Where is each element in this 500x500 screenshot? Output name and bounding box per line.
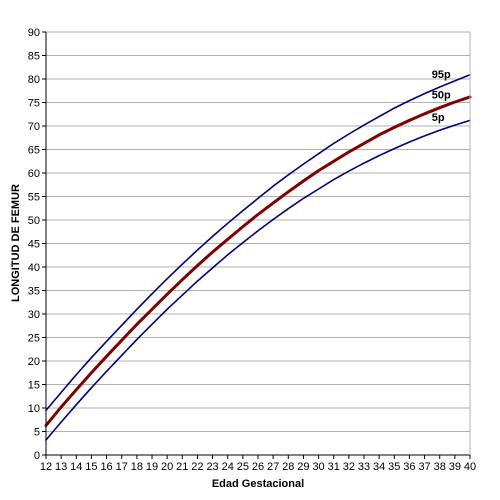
x-tick-label: 27	[267, 461, 279, 473]
y-tick-labels: 0 5 10 15 20 25 30 35 40 45 50 55 60 65 70 75 80 85 90	[28, 27, 40, 462]
x-tick-label: 37	[418, 461, 430, 473]
x-tick-label: 36	[403, 461, 415, 473]
y-tick-label: 10	[28, 403, 40, 415]
series-line-95p	[45, 74, 471, 412]
axes	[42, 31, 471, 459]
x-tick-label: 29	[297, 461, 309, 473]
x-tick-label: 25	[237, 461, 249, 473]
x-tick-label: 18	[131, 461, 143, 473]
y-tick-label: 5	[34, 427, 40, 439]
x-tick-label: 24	[222, 461, 234, 473]
y-tick-label: 80	[28, 74, 40, 86]
y-tick-label: 90	[28, 27, 40, 39]
y-tick-label: 45	[28, 239, 40, 251]
x-tick-label: 31	[328, 461, 340, 473]
x-tick-label: 21	[176, 461, 188, 473]
y-tick-label: 75	[28, 98, 40, 110]
x-tick-label: 40	[464, 461, 476, 473]
x-tick-label: 17	[116, 461, 128, 473]
x-tick-label: 32	[343, 461, 355, 473]
x-tick-label: 33	[358, 461, 370, 473]
x-tick-label: 12	[40, 461, 52, 473]
series-label-5p: 5p	[432, 112, 445, 124]
x-tick-label: 19	[146, 461, 158, 473]
y-tick-label: 30	[28, 309, 40, 321]
x-tick-label: 38	[434, 461, 446, 473]
y-tick-label: 15	[28, 380, 40, 392]
y-tick-label: 55	[28, 192, 40, 204]
x-tick-label: 30	[312, 461, 324, 473]
x-tick-label: 22	[191, 461, 203, 473]
y-tick-label: 70	[28, 121, 40, 133]
y-tick-label: 35	[28, 286, 40, 298]
x-tick-label: 35	[388, 461, 400, 473]
series-lines	[44, 74, 472, 441]
series-label-50p: 50p	[432, 90, 451, 102]
y-tick-label: 40	[28, 262, 40, 274]
x-tick-label: 39	[449, 461, 461, 473]
x-tick-label: 13	[55, 461, 67, 473]
x-tick-label: 34	[373, 461, 385, 473]
x-tick-label: 14	[70, 461, 82, 473]
y-axis-title: LONGITUD DE FEMUR	[10, 184, 22, 302]
y-tick-label: 85	[28, 51, 40, 63]
x-tick-label: 23	[206, 461, 218, 473]
y-tick-label: 25	[28, 333, 40, 345]
x-axis-title: Edad Gestacional	[212, 478, 304, 490]
series-line-5p	[45, 119, 471, 441]
x-tick-label: 15	[85, 461, 97, 473]
x-tick-label: 16	[100, 461, 112, 473]
x-tick-label: 26	[252, 461, 264, 473]
x-tick-label: 28	[282, 461, 294, 473]
y-tick-label: 20	[28, 356, 40, 368]
x-tick-labels: 12 13 14 15 16 17 18 19 20 21 22 23 24 25 26 27 28 29 30 31…	[40, 461, 476, 473]
y-tick-label: 50	[28, 215, 40, 227]
series-labels: 95p 50p 5p	[432, 69, 451, 124]
y-tick-label: 0	[34, 450, 40, 462]
x-tick-label: 20	[161, 461, 173, 473]
y-tick-label: 65	[28, 145, 40, 157]
series-line-50p	[44, 95, 472, 427]
y-tick-label: 60	[28, 168, 40, 180]
series-label-95p: 95p	[432, 69, 451, 81]
